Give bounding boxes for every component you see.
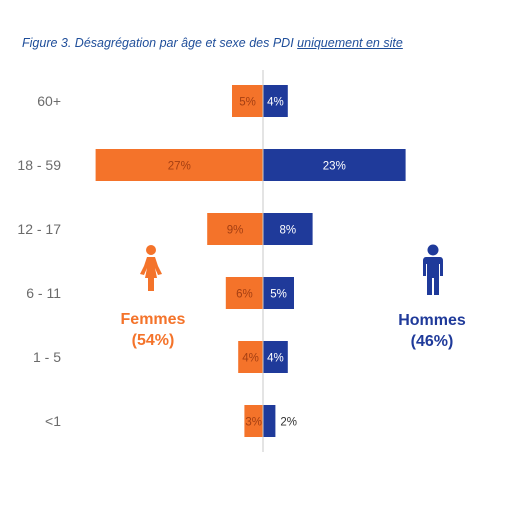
value-label-femmes: 5% <box>239 97 256 109</box>
bar-femmes <box>225 277 263 309</box>
bars-layer <box>95 85 406 437</box>
category-label: 12 - 17 <box>17 221 61 237</box>
bar-hommes <box>263 341 288 373</box>
labels-layer: 60+ 5% 4% 18 - 59 27% 23% 12 - 17 9% 8% 6 - 11 6% 5… <box>17 93 345 429</box>
category-label: <1 <box>45 413 61 429</box>
value-label-hommes: 23% <box>323 161 346 173</box>
value-label-hommes: 2% <box>280 417 297 429</box>
value-label-femmes: 3% <box>245 417 262 429</box>
value-label-hommes: 8% <box>279 225 296 237</box>
bar-femmes <box>207 213 263 245</box>
value-label-hommes: 5% <box>270 289 287 301</box>
legend-hommes-share: (46%) <box>411 333 454 350</box>
male-person-icon <box>423 244 443 295</box>
value-label-femmes: 6% <box>236 289 253 301</box>
chart-title-underlined: uniquement en site <box>297 36 403 50</box>
bar-hommes <box>263 213 313 245</box>
value-label-femmes: 9% <box>227 225 244 237</box>
bar-femmes <box>238 341 263 373</box>
value-label-femmes: 27% <box>168 161 191 173</box>
female-person-icon <box>140 245 162 291</box>
bar-hommes <box>263 277 294 309</box>
chart-title: Figure 3. Désagrégation par âge et sexe … <box>22 36 403 50</box>
chart-title-prefix: Figure 3. Désagrégation par âge et sexe … <box>22 36 298 50</box>
bar-femmes <box>232 85 263 117</box>
legend-femmes-label: Femmes <box>121 311 186 328</box>
value-label-femmes: 4% <box>242 353 259 365</box>
legend-femmes-share: (54%) <box>132 332 175 349</box>
bar-femmes <box>95 149 263 181</box>
value-label-hommes: 4% <box>267 97 284 109</box>
bar-hommes <box>263 149 406 181</box>
value-label-hommes: 4% <box>267 353 284 365</box>
bar-hommes <box>263 405 276 437</box>
category-label: 18 - 59 <box>17 157 61 173</box>
bar-femmes <box>244 405 263 437</box>
category-label: 60+ <box>37 93 61 109</box>
category-label: 6 - 11 <box>26 285 61 301</box>
category-label: 1 - 5 <box>33 349 61 365</box>
bar-hommes <box>263 85 288 117</box>
legend-hommes-label: Hommes <box>398 312 466 329</box>
